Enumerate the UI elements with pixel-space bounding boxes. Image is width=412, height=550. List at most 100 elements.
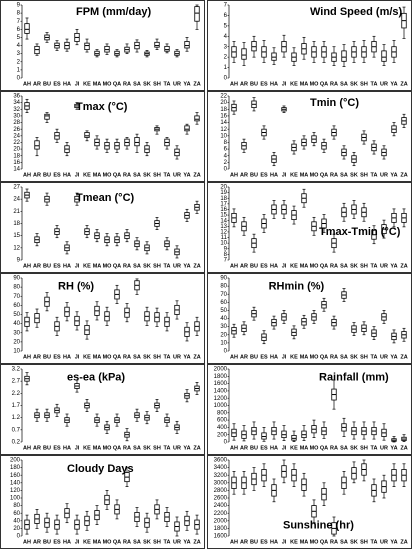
y-tick-label: 60 (13, 303, 20, 309)
y-tick-label: 60 (13, 511, 20, 517)
y-tick-label: 21 (13, 209, 20, 215)
x-tick-label: AH (23, 354, 31, 360)
box (341, 50, 347, 62)
x-tick-label: TA (164, 539, 171, 545)
y-tick-label: 2000 (214, 367, 228, 373)
x-tick-label: ES (260, 354, 268, 360)
x-tick-label: HA (270, 354, 278, 360)
x-tick-label: AR (33, 81, 41, 87)
y-tick-label: 2000 (214, 518, 228, 524)
x-tick-label: SK (143, 445, 151, 451)
y-tick-label: 3 (17, 51, 21, 57)
x-tick-label: KE (290, 354, 298, 360)
x-tick-label: ZA (400, 263, 407, 269)
box (34, 140, 40, 150)
x-tick-label: SA (133, 172, 141, 178)
x-tick-label: RA (330, 445, 338, 451)
box (44, 113, 50, 120)
x-tick-label: YA (183, 539, 190, 545)
x-tick-label: UR (173, 81, 181, 87)
y-tick-label: 160 (10, 473, 21, 479)
y-tick-label: 32 (13, 107, 20, 113)
box (134, 137, 140, 147)
y-tick-label: 20 (13, 526, 20, 532)
x-tick-label: KE (83, 354, 91, 360)
x-tick-label: QA (113, 539, 121, 545)
y-tick-label: 7 (224, 3, 228, 9)
x-tick-label: AR (240, 354, 248, 360)
x-tick-label: KE (83, 81, 91, 87)
box (241, 48, 247, 60)
x-tick-label: RA (123, 81, 131, 87)
y-tick-label: 20 (13, 339, 20, 345)
x-tick-label: HA (63, 445, 71, 451)
y-tick-label: 200 (10, 458, 21, 464)
x-tick-label: JI (282, 263, 287, 269)
x-tick-label: ES (53, 354, 61, 360)
y-tick-label: 22 (220, 94, 227, 100)
x-tick-label: YA (390, 172, 397, 178)
panel-title: Rainfall (mm) (319, 372, 389, 384)
y-tick-label: 2200 (214, 511, 228, 517)
y-tick-label: 7 (224, 258, 228, 264)
x-tick-label: SK (143, 263, 151, 269)
y-tick-label: 1600 (214, 534, 228, 540)
x-tick-label: SA (133, 354, 141, 360)
x-tick-label: UR (173, 172, 181, 178)
y-tick-label: 50 (220, 308, 227, 314)
x-tick-label: SA (340, 81, 348, 87)
x-tick-label: BU (43, 445, 51, 451)
x-tick-label: JI (282, 81, 287, 87)
y-tick-label: 2800 (214, 488, 228, 494)
x-tick-label: BU (250, 81, 258, 87)
x-tick-label: ES (53, 539, 61, 545)
x-tick-label: UR (380, 172, 388, 178)
y-tick-label: 400 (217, 425, 228, 431)
x-tick-label: MO (310, 354, 320, 360)
y-tick-label: 30 (13, 330, 20, 336)
y-tick-label: 8 (224, 252, 228, 258)
x-tick-label: SH (153, 445, 161, 451)
x-tick-label: QA (113, 445, 121, 451)
x-tick-label: BU (250, 539, 258, 545)
x-tick-label: AH (230, 172, 238, 178)
y-tick-label: 10 (220, 133, 227, 139)
x-tick-label: SA (340, 445, 348, 451)
panel-frame (0, 182, 205, 273)
y-tick-label: 50 (13, 312, 20, 318)
y-tick-label: 30 (13, 113, 20, 119)
box (194, 6, 200, 22)
x-tick-label: AR (240, 445, 248, 451)
x-tick-label: ZA (193, 539, 200, 545)
y-tick-label: 200 (217, 432, 228, 438)
box (84, 132, 90, 138)
x-tick-label: MA (93, 539, 102, 545)
x-tick-label: SH (153, 263, 161, 269)
x-tick-label: RA (330, 172, 338, 178)
x-tick-label: MO (103, 445, 113, 451)
x-tick-label: MO (310, 445, 320, 451)
box (291, 435, 297, 441)
x-tick-label: SK (350, 81, 358, 87)
x-tick-label: TA (164, 81, 171, 87)
y-tick-label: 1000 (214, 403, 228, 409)
x-tick-label: AH (230, 539, 238, 545)
x-tick-label: RA (123, 354, 131, 360)
y-tick-label: 14 (220, 218, 227, 224)
x-tick-label: UR (380, 81, 388, 87)
y-tick-label: 14 (220, 120, 227, 126)
x-tick-label: QA (113, 263, 121, 269)
box (84, 42, 90, 51)
x-tick-label: QA (320, 81, 328, 87)
y-tick-label: 2400 (214, 503, 228, 509)
x-tick-label: SA (340, 172, 348, 178)
x-tick-label: YA (390, 445, 397, 451)
x-tick-label: SK (350, 263, 358, 269)
x-tick-label: HA (63, 354, 71, 360)
y-tick-label: 17 (220, 201, 227, 207)
x-tick-label: MA (300, 445, 309, 451)
x-tick-label: TA (164, 445, 171, 451)
x-tick-label: ES (260, 263, 268, 269)
x-tick-label: AR (33, 172, 41, 178)
